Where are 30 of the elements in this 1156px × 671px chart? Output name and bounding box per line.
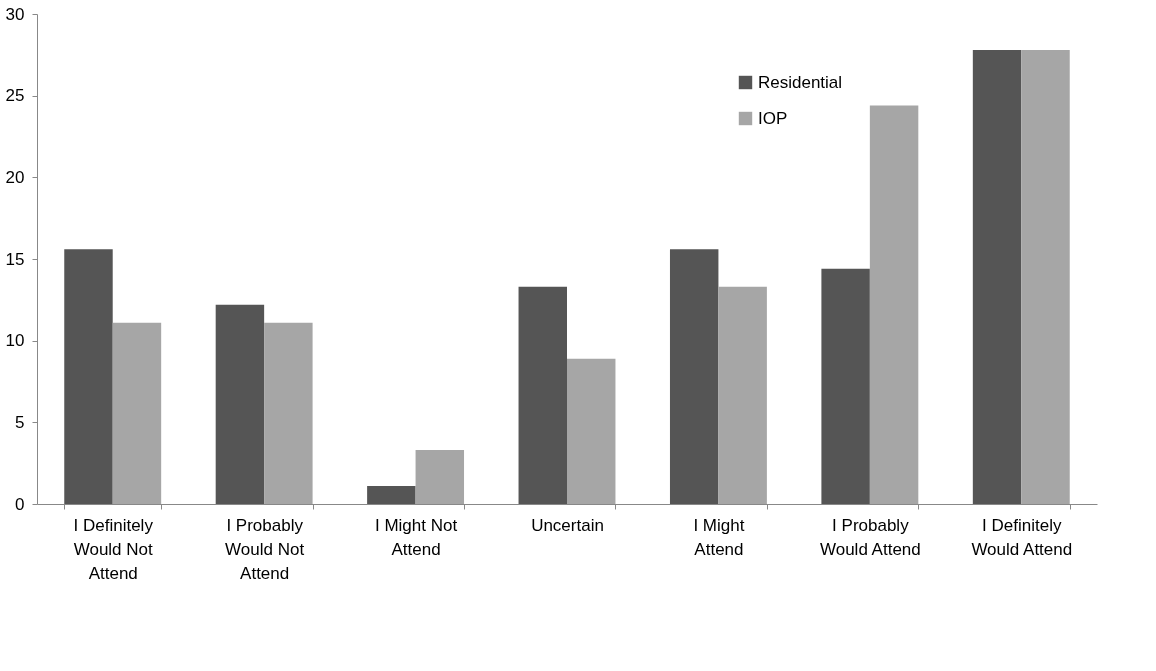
y-tick-label: 0 (15, 494, 25, 514)
bar (718, 286, 767, 504)
y-tick-label: 25 (5, 86, 25, 106)
x-tick-label: I Probably Would Not Attend (225, 515, 305, 583)
bar (215, 304, 265, 504)
bar (64, 249, 113, 504)
x-tick-label: I Might Not Attend (374, 515, 458, 559)
y-tick-label: 10 (5, 331, 25, 351)
x-tick-label: I Might Attend (693, 515, 745, 559)
bar (567, 358, 616, 504)
bar (669, 249, 719, 504)
y-tick-label: 30 (5, 4, 25, 24)
y-tick-label: 15 (5, 249, 25, 269)
bar (1021, 49, 1070, 504)
bar (264, 322, 313, 504)
bar (869, 105, 919, 504)
legend-label: IOP (758, 108, 788, 128)
bar (821, 268, 870, 504)
legend-label: Residential (758, 72, 843, 92)
bar (112, 322, 162, 504)
x-tick-label: I Definitely Would Attend (971, 515, 1073, 559)
y-tick-label: 20 (5, 167, 25, 187)
bar (972, 49, 1022, 504)
bar (415, 450, 465, 504)
y-tick-label: 5 (15, 412, 25, 432)
x-tick-label: Uncertain (531, 515, 604, 535)
bar (367, 486, 416, 504)
bar (518, 286, 567, 504)
x-tick-label: I Definitely Would Not Attend (73, 515, 154, 583)
x-tick-label: I Probably Would Attend (819, 515, 921, 559)
